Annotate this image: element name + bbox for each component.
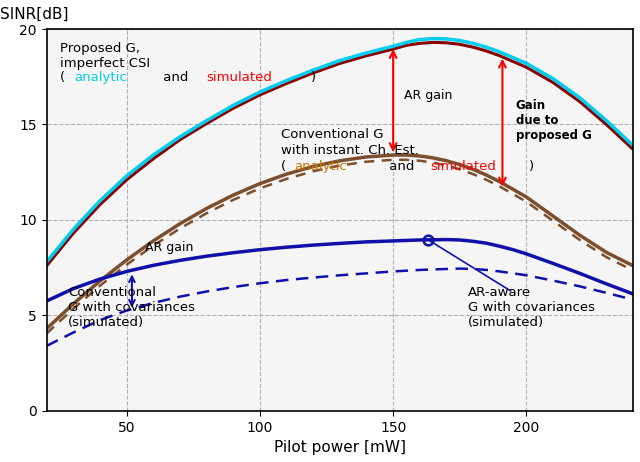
Text: (: ( xyxy=(60,72,65,85)
Text: SINR[dB]: SINR[dB] xyxy=(0,6,68,21)
Text: AR gain: AR gain xyxy=(404,89,452,103)
Text: (: ( xyxy=(281,160,286,173)
Text: ): ) xyxy=(310,72,316,85)
Text: simulated: simulated xyxy=(431,160,497,173)
Text: AR gain: AR gain xyxy=(145,241,194,254)
Text: and: and xyxy=(159,72,192,85)
Text: analytic: analytic xyxy=(294,160,348,173)
Text: analytic: analytic xyxy=(75,72,127,85)
Text: Conventional G: Conventional G xyxy=(281,128,384,141)
Text: Proposed G,: Proposed G, xyxy=(60,43,140,55)
Text: and: and xyxy=(385,160,419,173)
Text: simulated: simulated xyxy=(207,72,273,85)
X-axis label: Pilot power [mW]: Pilot power [mW] xyxy=(274,440,406,455)
Text: Conventional
G with covariances
(simulated): Conventional G with covariances (simulat… xyxy=(68,286,195,329)
Text: imperfect CSI: imperfect CSI xyxy=(60,57,150,70)
Text: with instant. Ch. Est.: with instant. Ch. Est. xyxy=(281,144,419,157)
Text: Gain
due to
proposed G: Gain due to proposed G xyxy=(516,99,591,142)
Text: ): ) xyxy=(529,160,534,173)
Text: AR-aware
G with covariances
(simulated): AR-aware G with covariances (simulated) xyxy=(468,286,595,329)
